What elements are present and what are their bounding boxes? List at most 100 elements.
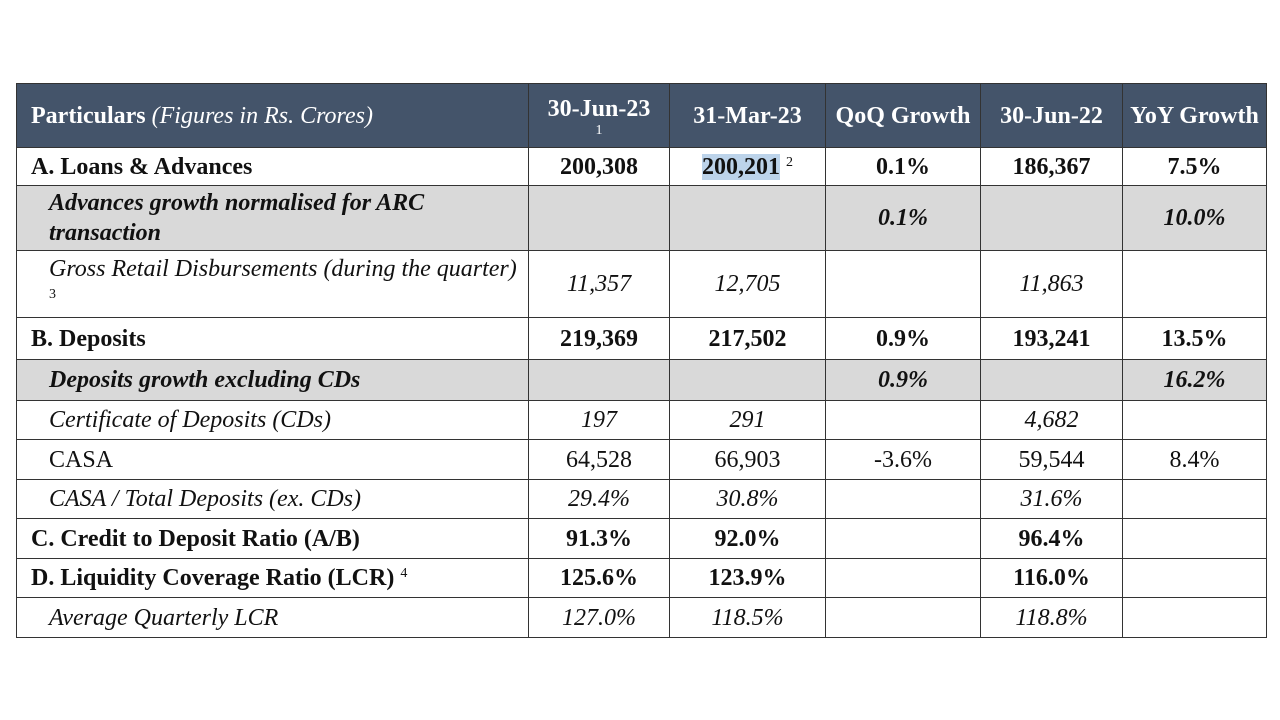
cell-value: 13.5%	[1161, 325, 1228, 352]
row-label-cell: B. Deposits	[16, 317, 529, 360]
value-cell	[1122, 518, 1267, 559]
cell-value: 96.4%	[1018, 525, 1085, 552]
header-cell: 31-Mar-23	[669, 83, 826, 148]
footnote-ref: 2	[786, 154, 793, 170]
value-cell	[825, 400, 981, 440]
value-cell: 219,369	[528, 317, 670, 360]
value-cell	[669, 359, 826, 401]
value-cell	[825, 558, 981, 598]
cell-value: 118.8%	[1015, 604, 1088, 631]
value-cell: 64,528	[528, 439, 670, 480]
row-label: Certificate of Deposits (CDs)	[49, 407, 331, 433]
table-row: Average Quarterly LCR 127.0% 118.5% 118.8%	[16, 597, 1267, 638]
value-cell	[825, 518, 981, 559]
row-label-cell: C. Credit to Deposit Ratio (A/B)	[16, 518, 529, 559]
value-cell	[669, 185, 826, 251]
value-cell: 116.0%	[980, 558, 1123, 598]
value-cell: 13.5%	[1122, 317, 1267, 360]
cell-value: 0.1%	[878, 205, 928, 231]
cell-value: 8.4%	[1169, 446, 1220, 473]
value-cell: 30.8%	[669, 479, 826, 519]
cell-value: 200,308	[560, 153, 638, 180]
value-cell	[528, 185, 670, 251]
value-cell: 127.0%	[528, 597, 670, 638]
cell-value: 66,903	[714, 446, 781, 473]
table-row: CASA 64,528 66,903 -3.6% 59,544 8.4%	[16, 439, 1267, 480]
cell-value: 31.6%	[1020, 486, 1083, 512]
row-label: CASA / Total Deposits (ex. CDs)	[49, 486, 362, 512]
value-cell: 200,201 2	[669, 147, 826, 186]
row-label-cell: CASA / Total Deposits (ex. CDs)	[16, 479, 529, 519]
cell-value: -3.6%	[874, 446, 932, 473]
row-label: A. Loans & Advances	[31, 153, 253, 180]
header-cell: QoQ Growth	[825, 83, 981, 148]
cell-value: 11,357	[566, 271, 632, 297]
value-cell: 217,502	[669, 317, 826, 360]
header-text: 30-Jun-22	[1000, 102, 1103, 129]
cell-value: 197	[581, 407, 617, 433]
value-cell: 11,863	[980, 250, 1123, 318]
row-label-cell: Average Quarterly LCR	[16, 597, 529, 638]
table-body: A. Loans & Advances 200,308 200,201 2 0.1% 1…	[16, 147, 1267, 638]
table-row: Certificate of Deposits (CDs) 197 291 4,682	[16, 400, 1267, 440]
value-cell: 66,903	[669, 439, 826, 480]
cell-value: 10.0%	[1163, 205, 1226, 231]
value-cell: 29.4%	[528, 479, 670, 519]
table-row: D. Liquidity Coverage Ratio (LCR) 4 125.6…	[16, 558, 1267, 598]
header-text: Particulars	[31, 102, 146, 129]
value-cell: 193,241	[980, 317, 1123, 360]
table-row: Deposits growth excluding CDs 0.9% 16.2%	[16, 359, 1267, 401]
row-label: Advances growth normalised for ARC trans…	[49, 190, 425, 246]
cell-value: 219,369	[560, 325, 638, 352]
value-cell: 0.9%	[825, 317, 981, 360]
row-label-cell: D. Liquidity Coverage Ratio (LCR) 4	[16, 558, 529, 598]
cell-value: 7.5%	[1167, 153, 1222, 180]
table-row: B. Deposits 219,369 217,502 0.9% 193,241 13.5…	[16, 317, 1267, 360]
table-row: Gross Retail Disbursements (during the q…	[16, 250, 1267, 318]
row-label-cell: A. Loans & Advances	[16, 147, 529, 186]
value-cell: 197	[528, 400, 670, 440]
row-label: Deposits growth excluding CDs	[49, 367, 361, 393]
value-cell	[1122, 597, 1267, 638]
table-row: C. Credit to Deposit Ratio (A/B) 91.3% 92.…	[16, 518, 1267, 559]
data-table: Particulars (Figures in Rs. Crores) 30-J…	[16, 83, 1267, 638]
value-cell: 200,308	[528, 147, 670, 186]
cell-value: 12,705	[714, 271, 781, 297]
value-cell	[1122, 250, 1267, 318]
value-cell: 59,544	[980, 439, 1123, 480]
cell-value: 91.3%	[566, 525, 632, 552]
value-cell: 96.4%	[980, 518, 1123, 559]
value-cell: 123.9%	[669, 558, 826, 598]
header-text: QoQ Growth	[835, 102, 971, 129]
value-cell: 0.9%	[825, 359, 981, 401]
header-units: (Figures in Rs. Crores)	[151, 102, 373, 129]
header-cell: YoY Growth	[1122, 83, 1267, 148]
value-cell: -3.6%	[825, 439, 981, 480]
row-label: Gross Retail Disbursements (during the q…	[49, 256, 517, 282]
cell-value: 11,863	[1019, 271, 1084, 297]
header-text: 30-Jun-23	[547, 95, 651, 122]
cell-value: 193,241	[1012, 325, 1091, 352]
cell-value: 116.0%	[1013, 565, 1090, 591]
value-cell: 8.4%	[1122, 439, 1267, 480]
value-cell: 4,682	[980, 400, 1123, 440]
value-cell: 118.8%	[980, 597, 1123, 638]
table-row: A. Loans & Advances 200,308 200,201 2 0.1% 1…	[16, 147, 1267, 186]
row-label: Average Quarterly LCR	[49, 604, 279, 631]
cell-value: 16.2%	[1163, 367, 1226, 393]
value-cell	[825, 479, 981, 519]
header-text: 31-Mar-23	[693, 102, 802, 129]
row-label-cell: Advances growth normalised for ARC trans…	[16, 185, 529, 251]
value-cell	[980, 185, 1123, 251]
table-row: Advances growth normalised for ARC trans…	[16, 185, 1267, 251]
footnote-ref: 3	[49, 287, 56, 302]
value-cell: 16.2%	[1122, 359, 1267, 401]
value-cell: 125.6%	[528, 558, 670, 598]
value-cell: 11,357	[528, 250, 670, 318]
value-cell: 118.5%	[669, 597, 826, 638]
cell-value: 30.8%	[716, 486, 779, 512]
row-label-cell: Certificate of Deposits (CDs)	[16, 400, 529, 440]
cell-value: 0.1%	[876, 153, 930, 180]
value-cell: 91.3%	[528, 518, 670, 559]
